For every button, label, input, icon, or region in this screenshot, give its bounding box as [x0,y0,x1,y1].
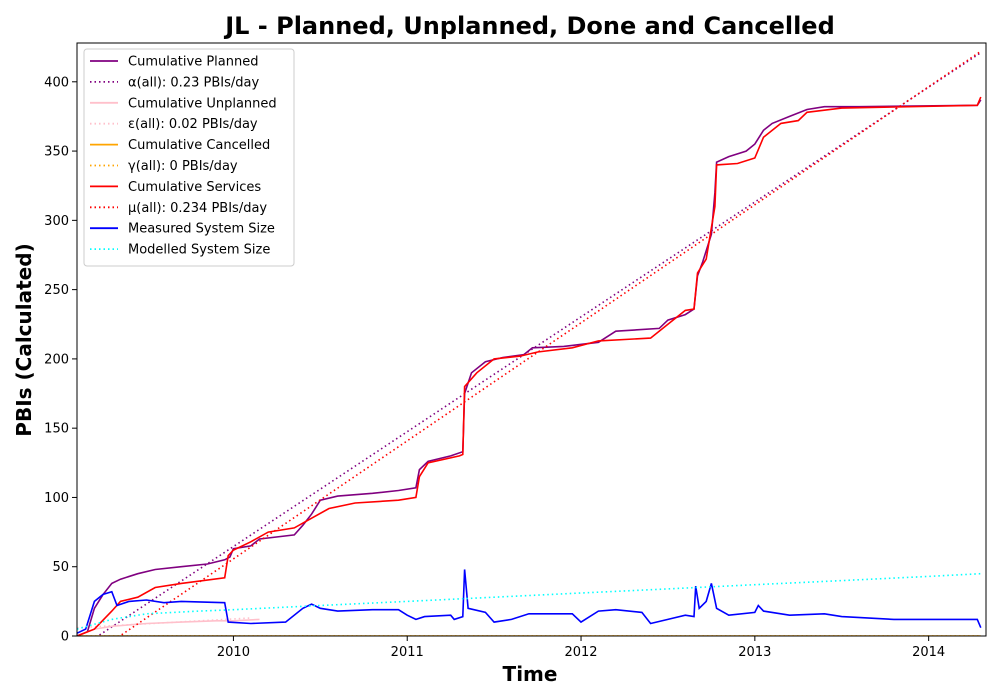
series-line-all-0-234-pbis-day [118,50,982,636]
x-tick-label: 2014 [912,645,945,660]
plot-frame [76,42,987,637]
legend-label-cumulative-services: Cumulative Services [128,180,261,195]
y-axis: 0 50 100 150 200 250 300 350 400 [44,75,77,645]
y-tick-label: 150 [44,422,69,437]
x-axis-label: Time [503,662,558,686]
series-line-measured-system-size [77,569,982,634]
series-line-modelled-system-size [77,572,981,630]
legend-label-cumulative-planned: Cumulative Planned [128,55,258,70]
x-tick-label: 2013 [738,645,771,660]
legend-label-cumulative-cancelled: Cumulative Cancelled [128,138,270,153]
legend-label-all-0-234-pbis-day: μ(all): 0.234 PBIs/day [128,201,267,216]
legend-label-all-0-23-pbis-day: α(all): 0.23 PBIs/day [128,75,259,90]
x-axis: 2010 2011 2012 2013 2014 [217,636,945,660]
legend-box [83,48,295,267]
legend-label-cumulative-unplanned: Cumulative Unplanned [128,96,277,111]
y-tick-label: 0 [61,630,69,645]
x-tick-label: 2012 [564,645,597,660]
series-line-cumulative-services [77,96,982,636]
y-tick-label: 100 [44,491,69,506]
legend-label-modelled-system-size: Modelled System Size [128,243,270,258]
series-line-all-0-23-pbis-day [96,52,982,636]
y-tick-label: 250 [44,283,69,298]
series-line-cumulative-unplanned [77,618,260,636]
legend-label-measured-system-size: Measured System Size [128,222,275,237]
y-tick-label: 400 [44,75,69,90]
legend: Cumulative Planned α(all): 0.23 PBIs/day C… [83,48,295,267]
x-tick-label: 2010 [217,645,250,660]
legend-label-all-0-pbis-day: γ(all): 0 PBIs/day [128,159,238,174]
y-tick-label: 200 [44,352,69,367]
y-tick-label: 350 [44,145,69,160]
x-tick-label: 2011 [391,645,424,660]
chart-title: JL - Planned, Unplanned, Done and Cancel… [223,12,835,40]
y-tick-label: 50 [52,560,69,575]
legend-label-all-0-02-pbis-day: ε(all): 0.02 PBIs/day [128,117,258,132]
y-axis-label: PBIs (Calculated) [12,243,36,436]
y-tick-label: 300 [44,214,69,229]
series-layer [77,50,982,636]
series-line-all-0-02-pbis-day [77,617,251,629]
